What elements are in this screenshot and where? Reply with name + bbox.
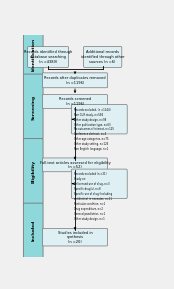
- FancyBboxPatch shape: [23, 74, 43, 140]
- FancyBboxPatch shape: [42, 228, 108, 246]
- Text: Additional records
identified through other
sources (n =6): Additional records identified through ot…: [81, 50, 124, 64]
- FancyBboxPatch shape: [71, 105, 127, 134]
- Text: Records excluded (n =31)
Study on:
Unlicensed use of drug, n=3
Specific drug(s),: Records excluded (n =31) Study on: Unlic…: [74, 173, 112, 221]
- Text: Identification: Identification: [31, 38, 35, 71]
- Text: Records excluded, (n =1144)
Non OUR study, n=584
Other study design, n=98
Other : Records excluded, (n =1144) Non OUR stud…: [74, 108, 114, 151]
- FancyBboxPatch shape: [23, 139, 43, 205]
- Text: Eligibility: Eligibility: [31, 160, 35, 183]
- FancyBboxPatch shape: [23, 203, 43, 258]
- Text: Included: Included: [31, 220, 35, 241]
- Text: Screening: Screening: [31, 95, 35, 120]
- FancyBboxPatch shape: [71, 169, 127, 199]
- FancyBboxPatch shape: [23, 34, 43, 75]
- Text: Records screened
(n =1196): Records screened (n =1196): [59, 97, 91, 106]
- Text: Studies included in
synthesis
(n =20): Studies included in synthesis (n =20): [58, 231, 92, 244]
- FancyBboxPatch shape: [27, 47, 69, 67]
- Text: Records identified through
database searching
(n =4389): Records identified through database sear…: [24, 50, 72, 64]
- FancyBboxPatch shape: [42, 158, 108, 172]
- FancyBboxPatch shape: [42, 73, 108, 88]
- FancyBboxPatch shape: [84, 47, 122, 67]
- Text: Records after duplicates removed
(n =1196): Records after duplicates removed (n =119…: [44, 76, 106, 85]
- Text: Full-text articles assessed for eligibility
(n =52): Full-text articles assessed for eligibil…: [40, 161, 110, 169]
- FancyBboxPatch shape: [42, 95, 108, 108]
